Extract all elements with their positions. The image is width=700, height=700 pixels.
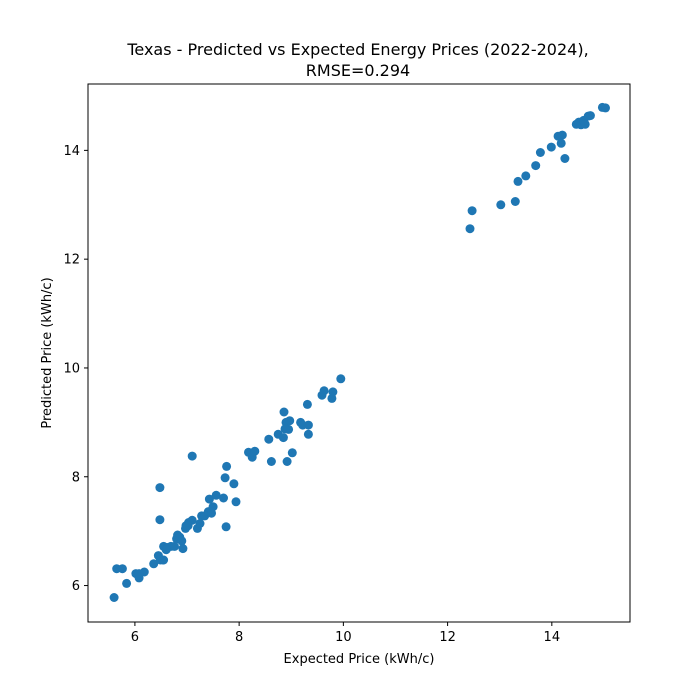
data-point	[183, 521, 193, 531]
data-point	[250, 446, 260, 456]
data-point	[266, 457, 276, 466]
data-point	[287, 448, 297, 458]
data-point	[219, 493, 228, 503]
data-point	[177, 536, 187, 546]
data-point	[557, 130, 567, 140]
x-tick-label: 8	[235, 630, 243, 645]
x-tick-label: 12	[439, 630, 456, 645]
data-point	[208, 502, 218, 512]
data-point	[467, 206, 477, 216]
data-point	[319, 386, 329, 396]
data-point	[465, 224, 475, 234]
x-axis-label: Expected Price (kWh/c)	[284, 652, 435, 667]
data-point	[264, 434, 274, 444]
y-axis-ticks: 6 8 10 12 14	[63, 144, 88, 594]
data-point	[513, 176, 523, 186]
y-tick-label: 10	[63, 361, 80, 376]
data-point	[109, 593, 119, 602]
data-point	[521, 171, 531, 181]
data-point	[220, 473, 230, 483]
data-point	[221, 522, 231, 532]
data-point	[211, 490, 221, 500]
data-point	[546, 142, 556, 152]
data-point	[195, 519, 205, 528]
x-axis-ticks: 6 8 10 12 14	[131, 622, 560, 645]
data-point	[556, 138, 566, 148]
data-point	[535, 148, 545, 157]
data-point	[282, 457, 292, 466]
plot-frame	[87, 83, 631, 623]
data-point	[155, 483, 165, 493]
x-tick-label: 14	[544, 630, 561, 645]
chart-subtitle: RMSE=0.294	[306, 61, 410, 80]
data-point	[336, 374, 346, 384]
y-tick-label: 12	[63, 253, 80, 268]
data-points	[109, 102, 610, 602]
data-point	[178, 544, 188, 554]
data-point	[285, 416, 295, 426]
data-point	[278, 433, 288, 443]
x-tick-label: 10	[335, 630, 352, 645]
data-point	[580, 119, 590, 129]
data-point	[122, 578, 132, 588]
data-point	[328, 387, 338, 397]
x-tick-label: 6	[131, 630, 139, 645]
data-point	[204, 494, 214, 504]
data-point	[303, 429, 313, 439]
data-point	[560, 154, 570, 163]
data-point	[134, 569, 144, 579]
y-axis-label: Predicted Price (kWh/c)	[40, 277, 55, 428]
y-tick-label: 6	[72, 579, 80, 594]
data-point	[280, 424, 290, 434]
data-point	[159, 555, 169, 565]
y-tick-label: 8	[72, 470, 80, 485]
data-point	[531, 161, 541, 171]
data-point	[149, 559, 159, 569]
data-point	[155, 515, 165, 525]
data-point	[170, 541, 179, 551]
data-point	[510, 197, 520, 206]
data-point	[302, 399, 312, 409]
data-point	[229, 479, 239, 489]
data-point	[279, 407, 289, 417]
chart-title: Texas - Predicted vs Expected Energy Pri…	[126, 40, 588, 59]
data-point	[222, 461, 232, 471]
y-tick-label: 14	[63, 144, 80, 159]
data-point	[303, 420, 313, 430]
data-point	[117, 564, 127, 574]
data-point	[187, 451, 197, 461]
data-point	[601, 103, 610, 113]
data-point	[231, 497, 241, 507]
data-point	[585, 111, 595, 121]
data-point	[161, 545, 171, 555]
data-point	[496, 200, 506, 210]
